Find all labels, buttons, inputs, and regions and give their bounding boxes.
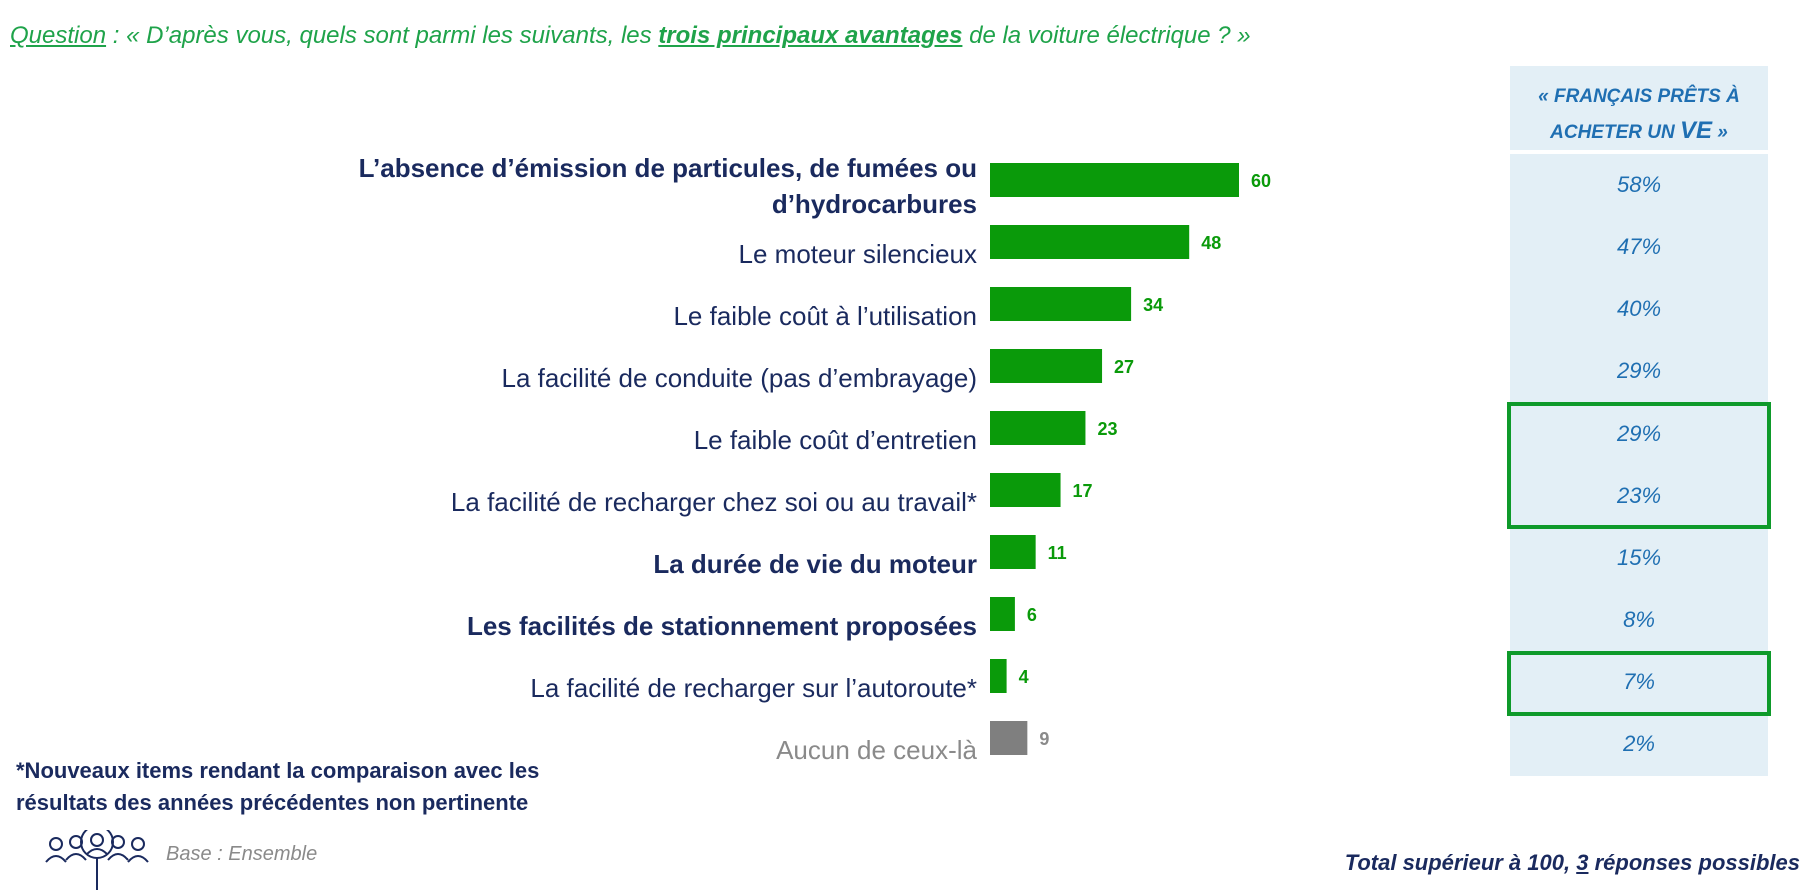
category-label-8: Les facilités de stationnement proposées [466,611,977,641]
category-label-3: Le faible coût à l’utilisation [673,301,977,331]
panel-separator [1510,150,1768,154]
question-text: Question : « D’après vous, quels sont pa… [10,22,1410,50]
total-note: Total supérieur à 100, 3 réponses possib… [1344,850,1800,875]
category-label-7: La durée de vie du moteur [653,549,977,579]
panel-value-7: 15% [1616,545,1662,570]
bar-7 [990,535,1036,569]
footnote: *Nouveaux items rendant la comparaison a… [16,755,636,819]
category-label-9: La facilité de recharger sur l’autoroute… [530,673,977,703]
category-label-2: Le moteur silencieux [738,239,977,269]
question-prefix: Question [10,22,107,49]
people-icon [45,830,149,890]
panel-value-2: 47% [1616,234,1662,259]
panel-header-line1: « FRANÇAIS PRÊTS À [1538,86,1740,107]
bar-value-label-3: 34 [1143,295,1163,315]
bar-9 [990,659,1007,693]
category-label-4: La facilité de conduite (pas d’embrayage… [501,363,977,393]
panel-value-3: 40% [1616,296,1662,321]
category-label-6: La facilité de recharger chez soi ou au … [450,487,977,517]
bar-value-label-9: 4 [1019,667,1029,687]
comparison-panel [1510,66,1768,776]
question-text-before: : « D’après vous, quels sont parmi les s… [106,22,659,49]
panel-value-1: 58% [1616,172,1662,197]
panel-value-5: 29% [1616,421,1662,446]
panel-value-4: 29% [1616,358,1662,383]
bar-value-label-1: 60 [1251,171,1271,191]
bar-value-label-5: 23 [1097,419,1117,439]
category-label-1: L’absence d’émission de particules, de f… [358,153,977,219]
panel-value-9: 7% [1623,669,1655,694]
panel-value-10: 2% [1623,731,1655,756]
category-label-5: Le faible coût d’entretien [693,425,977,455]
bar-value-label-6: 17 [1073,481,1093,501]
bar-1 [990,163,1239,197]
bar-value-label-10: 9 [1039,729,1049,749]
bar-value-label-7: 11 [1048,543,1067,563]
panel-header-line2: ACHETER UN VE » [1550,117,1728,144]
bar-6 [990,473,1061,507]
bar-value-label-4: 27 [1114,357,1134,377]
bar-8 [990,597,1015,631]
highlight-box-1 [1507,402,1771,529]
bar-4 [990,349,1103,383]
question-emphasis: trois principaux avantages [658,22,963,49]
bar-10 [990,721,1028,755]
panel-value-8: 8% [1623,607,1655,632]
bar-value-label-2: 48 [1201,233,1221,253]
panel-value-6: 23% [1616,483,1662,508]
panel-header: « FRANÇAIS PRÊTS À ACHETER UN VE » [1510,80,1768,150]
highlight-box-2 [1507,651,1771,716]
base-text: Base : Ensemble [166,843,318,865]
category-label-10: Aucun de ceux-là [776,735,977,765]
question-text-after: de la voiture électrique ? » [962,22,1251,49]
footnote-line2: résultats des années précédentes non per… [16,790,529,815]
bar-3 [990,287,1132,321]
footnote-line1: *Nouveaux items rendant la comparaison a… [16,758,540,783]
bar-2 [990,225,1190,259]
bar-value-label-8: 6 [1027,605,1037,625]
bar-5 [990,411,1086,445]
